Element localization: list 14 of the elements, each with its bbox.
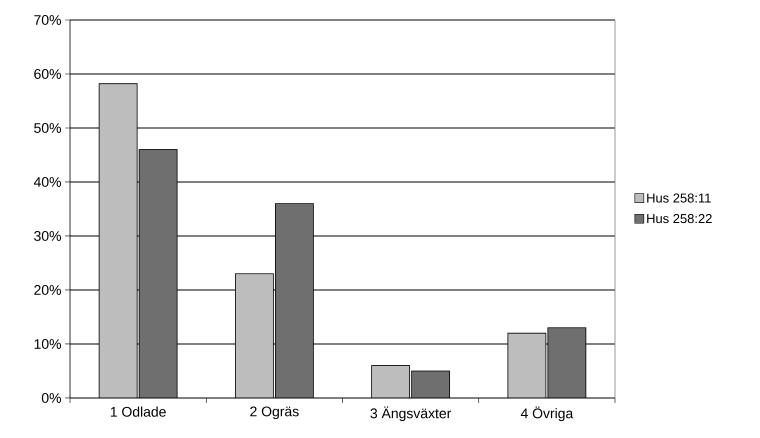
x-tick-label: 4 Övriga: [520, 406, 574, 422]
y-tick-label: 70%: [34, 15, 61, 25]
y-tick-label: 60%: [34, 69, 61, 79]
legend-label: Hus 258:11: [647, 193, 711, 203]
x-tick-label: 2 Ogräs: [250, 406, 299, 420]
x-tick-label: 1 Odlade: [110, 406, 166, 417]
legend-label: Hus 258:22: [647, 214, 712, 224]
y-tick-label: 20%: [34, 285, 61, 295]
x-tick-label: 3 Ängsväxter: [370, 406, 452, 422]
y-tick-label: 30%: [34, 231, 61, 241]
y-tick-label: 10%: [34, 339, 61, 349]
y-tick-label: 0%: [42, 393, 61, 403]
y-tick-label: 40%: [34, 177, 61, 187]
y-tick-label: 50%: [34, 123, 61, 133]
